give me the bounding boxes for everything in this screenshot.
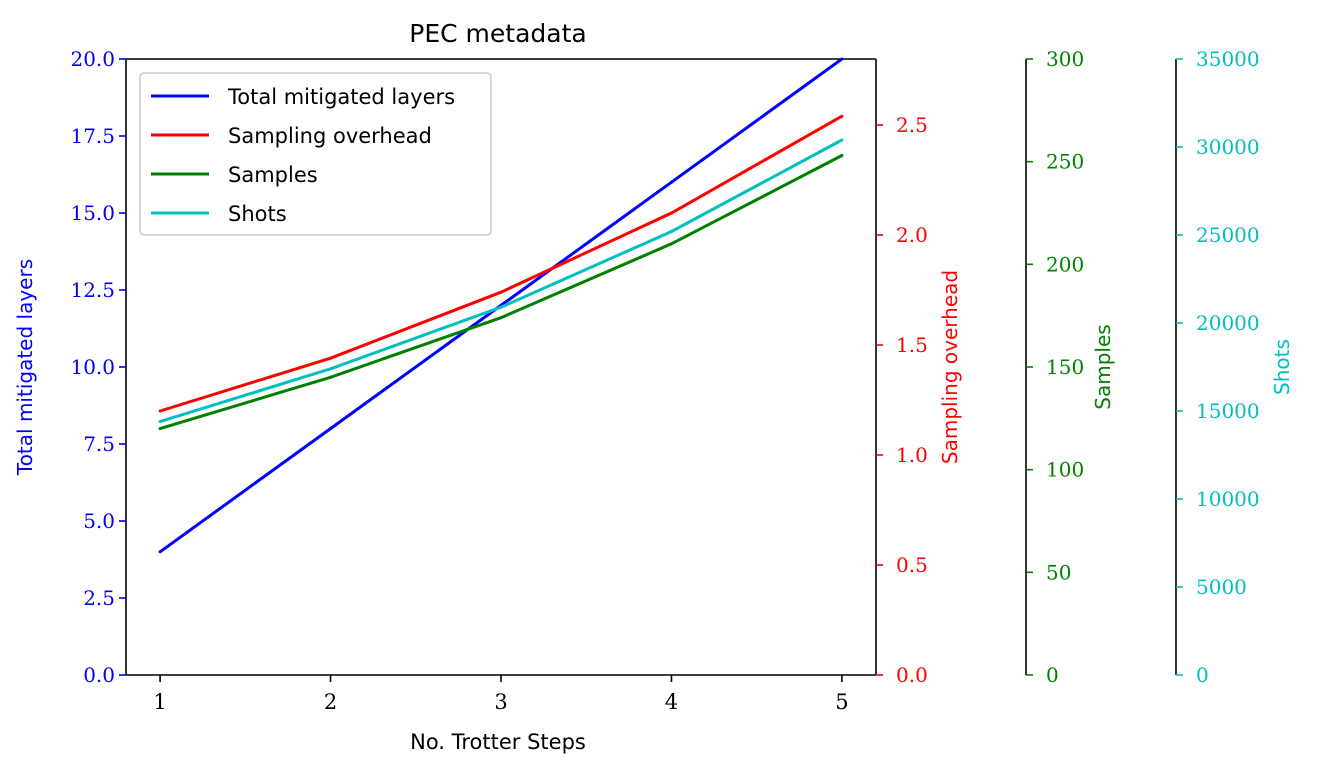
shots-series-point <box>499 305 503 309</box>
layers-series-point <box>329 427 333 431</box>
layers-series-point <box>158 550 162 554</box>
samples-tick-label: 150 <box>1046 355 1084 379</box>
layers-tick-label: 0.0 <box>83 663 115 687</box>
layers-tick-label: 12.5 <box>70 278 115 302</box>
overhead-axis-label: Sampling overhead <box>938 270 962 464</box>
legend-entry: Samples <box>228 163 318 187</box>
shots-tick-label: 30000 <box>1196 135 1260 159</box>
legend-entry: Shots <box>228 202 287 226</box>
samples-axis-label: Samples <box>1091 324 1115 409</box>
legend-entry: Total mitigated layers <box>227 85 455 109</box>
x-tick-label: 3 <box>494 690 507 714</box>
shots-series-point <box>840 138 844 142</box>
layers-tick-label: 5.0 <box>83 509 115 533</box>
shots-series-point <box>158 420 162 424</box>
x-tick-label: 2 <box>324 690 337 714</box>
overhead-tick-label: 2.5 <box>896 113 928 137</box>
layers-tick-label: 7.5 <box>83 432 115 456</box>
overhead-tick-label: 0.0 <box>896 663 928 687</box>
shots-tick-label: 15000 <box>1196 399 1260 423</box>
samples-tick-label: 200 <box>1046 252 1084 276</box>
layers-series-point <box>840 57 844 61</box>
x-tick-label: 5 <box>835 690 848 714</box>
samples-tick-label: 50 <box>1046 560 1071 584</box>
overhead-series-point <box>669 211 673 215</box>
overhead-tick-label: 2.0 <box>896 223 928 247</box>
overhead-tick-label: 0.5 <box>896 553 928 577</box>
samples-tick-label: 250 <box>1046 150 1084 174</box>
samples-series-point <box>669 242 673 246</box>
samples-series-point <box>840 154 844 158</box>
layers-tick-label: 15.0 <box>70 201 115 225</box>
overhead-series-point <box>158 409 162 413</box>
x-tick-label: 4 <box>665 690 678 714</box>
legend-entry: Sampling overhead <box>228 124 432 148</box>
layers-axis-label: Total mitigated layers <box>13 259 37 476</box>
shots-series-point <box>329 367 333 371</box>
shots-series-point <box>669 229 673 233</box>
shots-tick-label: 5000 <box>1196 575 1247 599</box>
shots-tick-label: 0 <box>1196 663 1209 687</box>
shots-tick-label: 35000 <box>1196 47 1260 71</box>
overhead-tick-label: 1.0 <box>896 443 928 467</box>
overhead-tick-label: 1.5 <box>896 333 928 357</box>
shots-tick-label: 20000 <box>1196 311 1260 335</box>
samples-series-point <box>499 316 503 320</box>
shots-tick-label: 10000 <box>1196 487 1260 511</box>
legend: Total mitigated layers Sampling overhead S… <box>139 72 492 236</box>
layers-tick-label: 17.5 <box>70 124 115 148</box>
samples-tick-label: 0 <box>1046 663 1059 687</box>
overhead-series-point <box>840 114 844 118</box>
samples-series-point <box>329 375 333 379</box>
overhead-series-point <box>329 356 333 360</box>
layers-tick-label: 20.0 <box>70 47 115 71</box>
series-layer <box>158 57 844 554</box>
chart-title: PEC metadata <box>409 19 586 48</box>
x-axis-label: No. Trotter Steps <box>410 730 586 754</box>
layers-series-point <box>669 180 673 184</box>
legend-box <box>139 72 492 236</box>
layers-tick-label: 2.5 <box>83 586 115 610</box>
samples-series-point <box>158 427 162 431</box>
overhead-series-point <box>499 290 503 294</box>
shots-tick-label: 25000 <box>1196 223 1260 247</box>
samples-tick-label: 300 <box>1046 47 1084 71</box>
x-tick-label: 1 <box>153 690 166 714</box>
samples-tick-label: 100 <box>1046 458 1084 482</box>
shots-axis-label: Shots <box>1270 339 1294 395</box>
layers-tick-label: 10.0 <box>70 355 115 379</box>
axes-layer: 1 2 3 4 5 0.0 2.5 5.0 7.5 10.0 12.5 15.0 17.5 20.0 Tot… <box>13 47 1294 714</box>
